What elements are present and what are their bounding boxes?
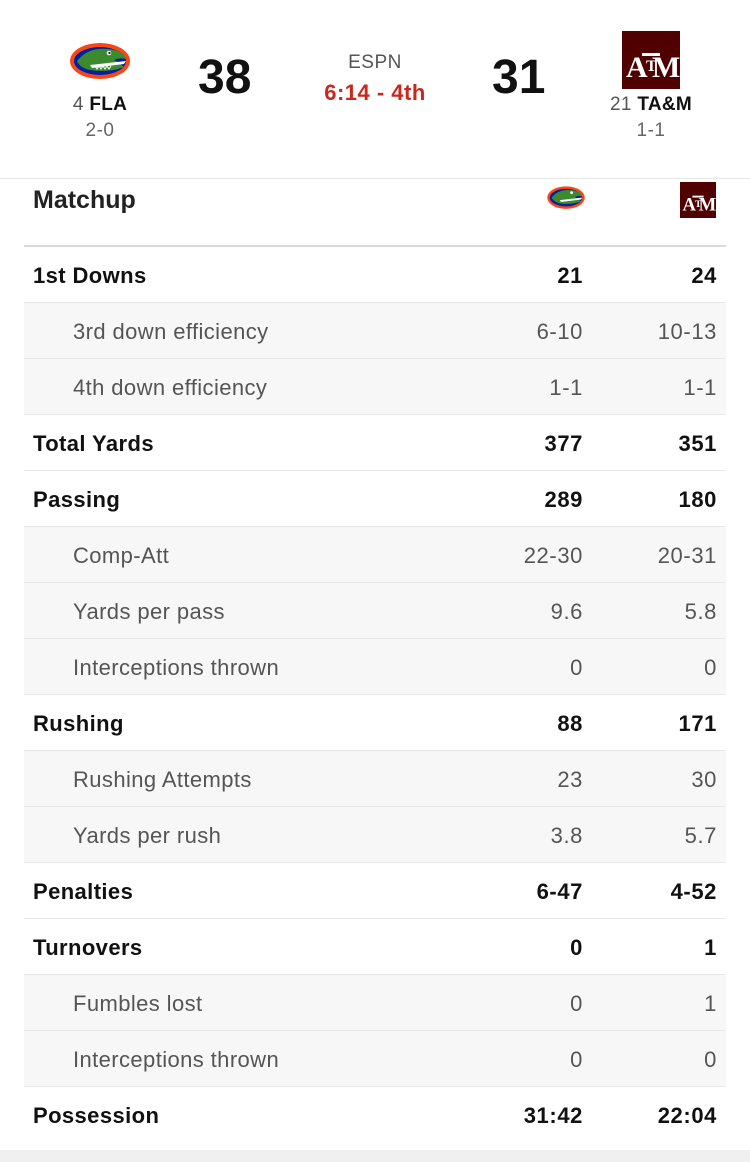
stat-away-value: 0 (570, 655, 583, 680)
away-record: 2-0 (85, 120, 115, 141)
stat-away-value: 1-1 (549, 375, 583, 400)
stat-label: Total Yards (33, 431, 154, 456)
stat-row-interceptions-thrown-turnovers: Interceptions thrown 0 0 (24, 1031, 726, 1087)
stat-label: Yards per rush (73, 823, 222, 848)
away-team[interactable]: 4 FLA 2-0 (20, 30, 180, 142)
stat-label: Yards per pass (73, 599, 225, 624)
stat-home-value: 30 (691, 767, 717, 792)
svg-text:A: A (682, 195, 696, 216)
stat-row-turnovers: Turnovers 0 1 (24, 919, 726, 975)
game-status: ESPN 6:14 - 4th (290, 52, 460, 106)
stat-row-third-down-efficiency: 3rd down efficiency 6-10 10-13 (24, 303, 726, 359)
stat-row-rushing: Rushing 88 171 (24, 695, 726, 751)
stat-row-passing: Passing 289 180 (24, 471, 726, 527)
stat-home-value: 1 (704, 991, 717, 1016)
svg-text:M: M (699, 195, 716, 216)
stat-home-value: 4-52 (670, 879, 717, 904)
stat-row-yards-per-rush: Yards per rush 3.8 5.7 (24, 807, 726, 863)
stat-row-fumbles-lost: Fumbles lost 0 1 (24, 975, 726, 1031)
texas-am-small-logo-icon: A T M (680, 182, 717, 223)
stat-home-value: 5.8 (684, 599, 717, 624)
stat-row-total-yards: Total Yards 377 351 (24, 415, 726, 471)
stat-label: Rushing Attempts (73, 767, 252, 792)
stat-away-value: 0 (570, 935, 583, 960)
texas-am-logo-icon: A T M (571, 30, 731, 90)
stat-away-value: 3.8 (550, 823, 583, 848)
stat-away-value: 289 (544, 487, 583, 512)
svg-text:T: T (695, 199, 702, 210)
stat-row-yards-per-pass: Yards per pass 9.6 5.8 (24, 583, 726, 639)
stat-label: Interceptions thrown (73, 655, 280, 680)
network-label: ESPN (348, 52, 402, 73)
away-score: 38 (198, 51, 252, 104)
svg-text:M: M (652, 51, 680, 84)
stat-home-value: 1 (704, 935, 717, 960)
home-score: 31 (492, 51, 546, 104)
game-clock: 6:14 - 4th (324, 80, 426, 105)
stat-away-value: 6-47 (536, 879, 583, 904)
florida-gators-logo-icon (20, 30, 180, 90)
stat-label: Comp-Att (73, 543, 170, 568)
stat-label: Interceptions thrown (73, 1047, 280, 1072)
florida-gators-small-logo-icon (546, 182, 586, 217)
stat-label: Penalties (33, 879, 134, 904)
stat-home-value: 5.7 (684, 823, 717, 848)
stat-home-value: 22:04 (657, 1103, 717, 1128)
home-rank: 21 (610, 94, 632, 115)
stat-home-value: 171 (678, 711, 717, 736)
stat-label: 4th down efficiency (73, 375, 268, 400)
stat-label: Rushing (33, 711, 124, 736)
stat-home-value: 351 (678, 431, 717, 456)
stat-away-value: 23 (557, 767, 583, 792)
stat-away-value: 0 (570, 991, 583, 1016)
home-record: 1-1 (636, 120, 666, 141)
stat-label: Turnovers (33, 935, 143, 960)
stat-home-value: 0 (704, 1047, 717, 1072)
stat-away-value: 0 (570, 1047, 583, 1072)
stat-row-interceptions-thrown: Interceptions thrown 0 0 (24, 639, 726, 695)
stat-home-value: 24 (691, 263, 717, 288)
stat-home-value: 1-1 (683, 375, 717, 400)
stat-home-value: 180 (678, 487, 717, 512)
stat-row-comp-att: Comp-Att 22-30 20-31 (24, 527, 726, 583)
stat-label: Possession (33, 1103, 160, 1128)
stat-away-value: 6-10 (536, 319, 583, 344)
stat-label: 3rd down efficiency (73, 319, 269, 344)
stat-row-penalties: Penalties 6-47 4-52 (24, 863, 726, 919)
matchup-header: Matchup A T M (24, 180, 726, 247)
stat-away-value: 21 (557, 263, 583, 288)
stat-home-value: 20-31 (657, 543, 717, 568)
stat-row-rushing-attempts: Rushing Attempts 23 30 (24, 751, 726, 807)
home-team[interactable]: A T M 21 TA&M 1-1 (571, 30, 731, 142)
stat-away-value: 88 (557, 711, 583, 736)
svg-text:T: T (646, 58, 657, 75)
stat-away-value: 9.6 (550, 599, 583, 624)
stat-away-value: 31:42 (523, 1103, 583, 1128)
svg-text:A: A (626, 51, 648, 84)
stat-row-fourth-down-efficiency: 4th down efficiency 1-1 1-1 (24, 359, 726, 415)
stat-home-value: 0 (704, 655, 717, 680)
stat-row-possession: Possession 31:42 22:04 (24, 1087, 726, 1142)
stat-away-value: 22-30 (523, 543, 583, 568)
stat-label: Fumbles lost (73, 991, 203, 1016)
stat-away-value: 377 (544, 431, 583, 456)
scoreboard-header: 4 FLA 2-0 38 ESPN 6:14 - 4th 31 A T M (0, 0, 750, 179)
stat-row-first-downs: 1st Downs 21 24 (24, 247, 726, 303)
page-bottom-divider (0, 1150, 750, 1162)
away-rank: 4 (72, 94, 84, 115)
stat-label: Passing (33, 487, 121, 512)
home-abbr: TA&M (637, 94, 692, 115)
away-abbr: FLA (89, 94, 128, 115)
stat-label: 1st Downs (33, 263, 147, 288)
stat-home-value: 10-13 (657, 319, 717, 344)
matchup-title: Matchup (33, 186, 136, 214)
matchup-section: Matchup A T M (24, 180, 726, 1142)
